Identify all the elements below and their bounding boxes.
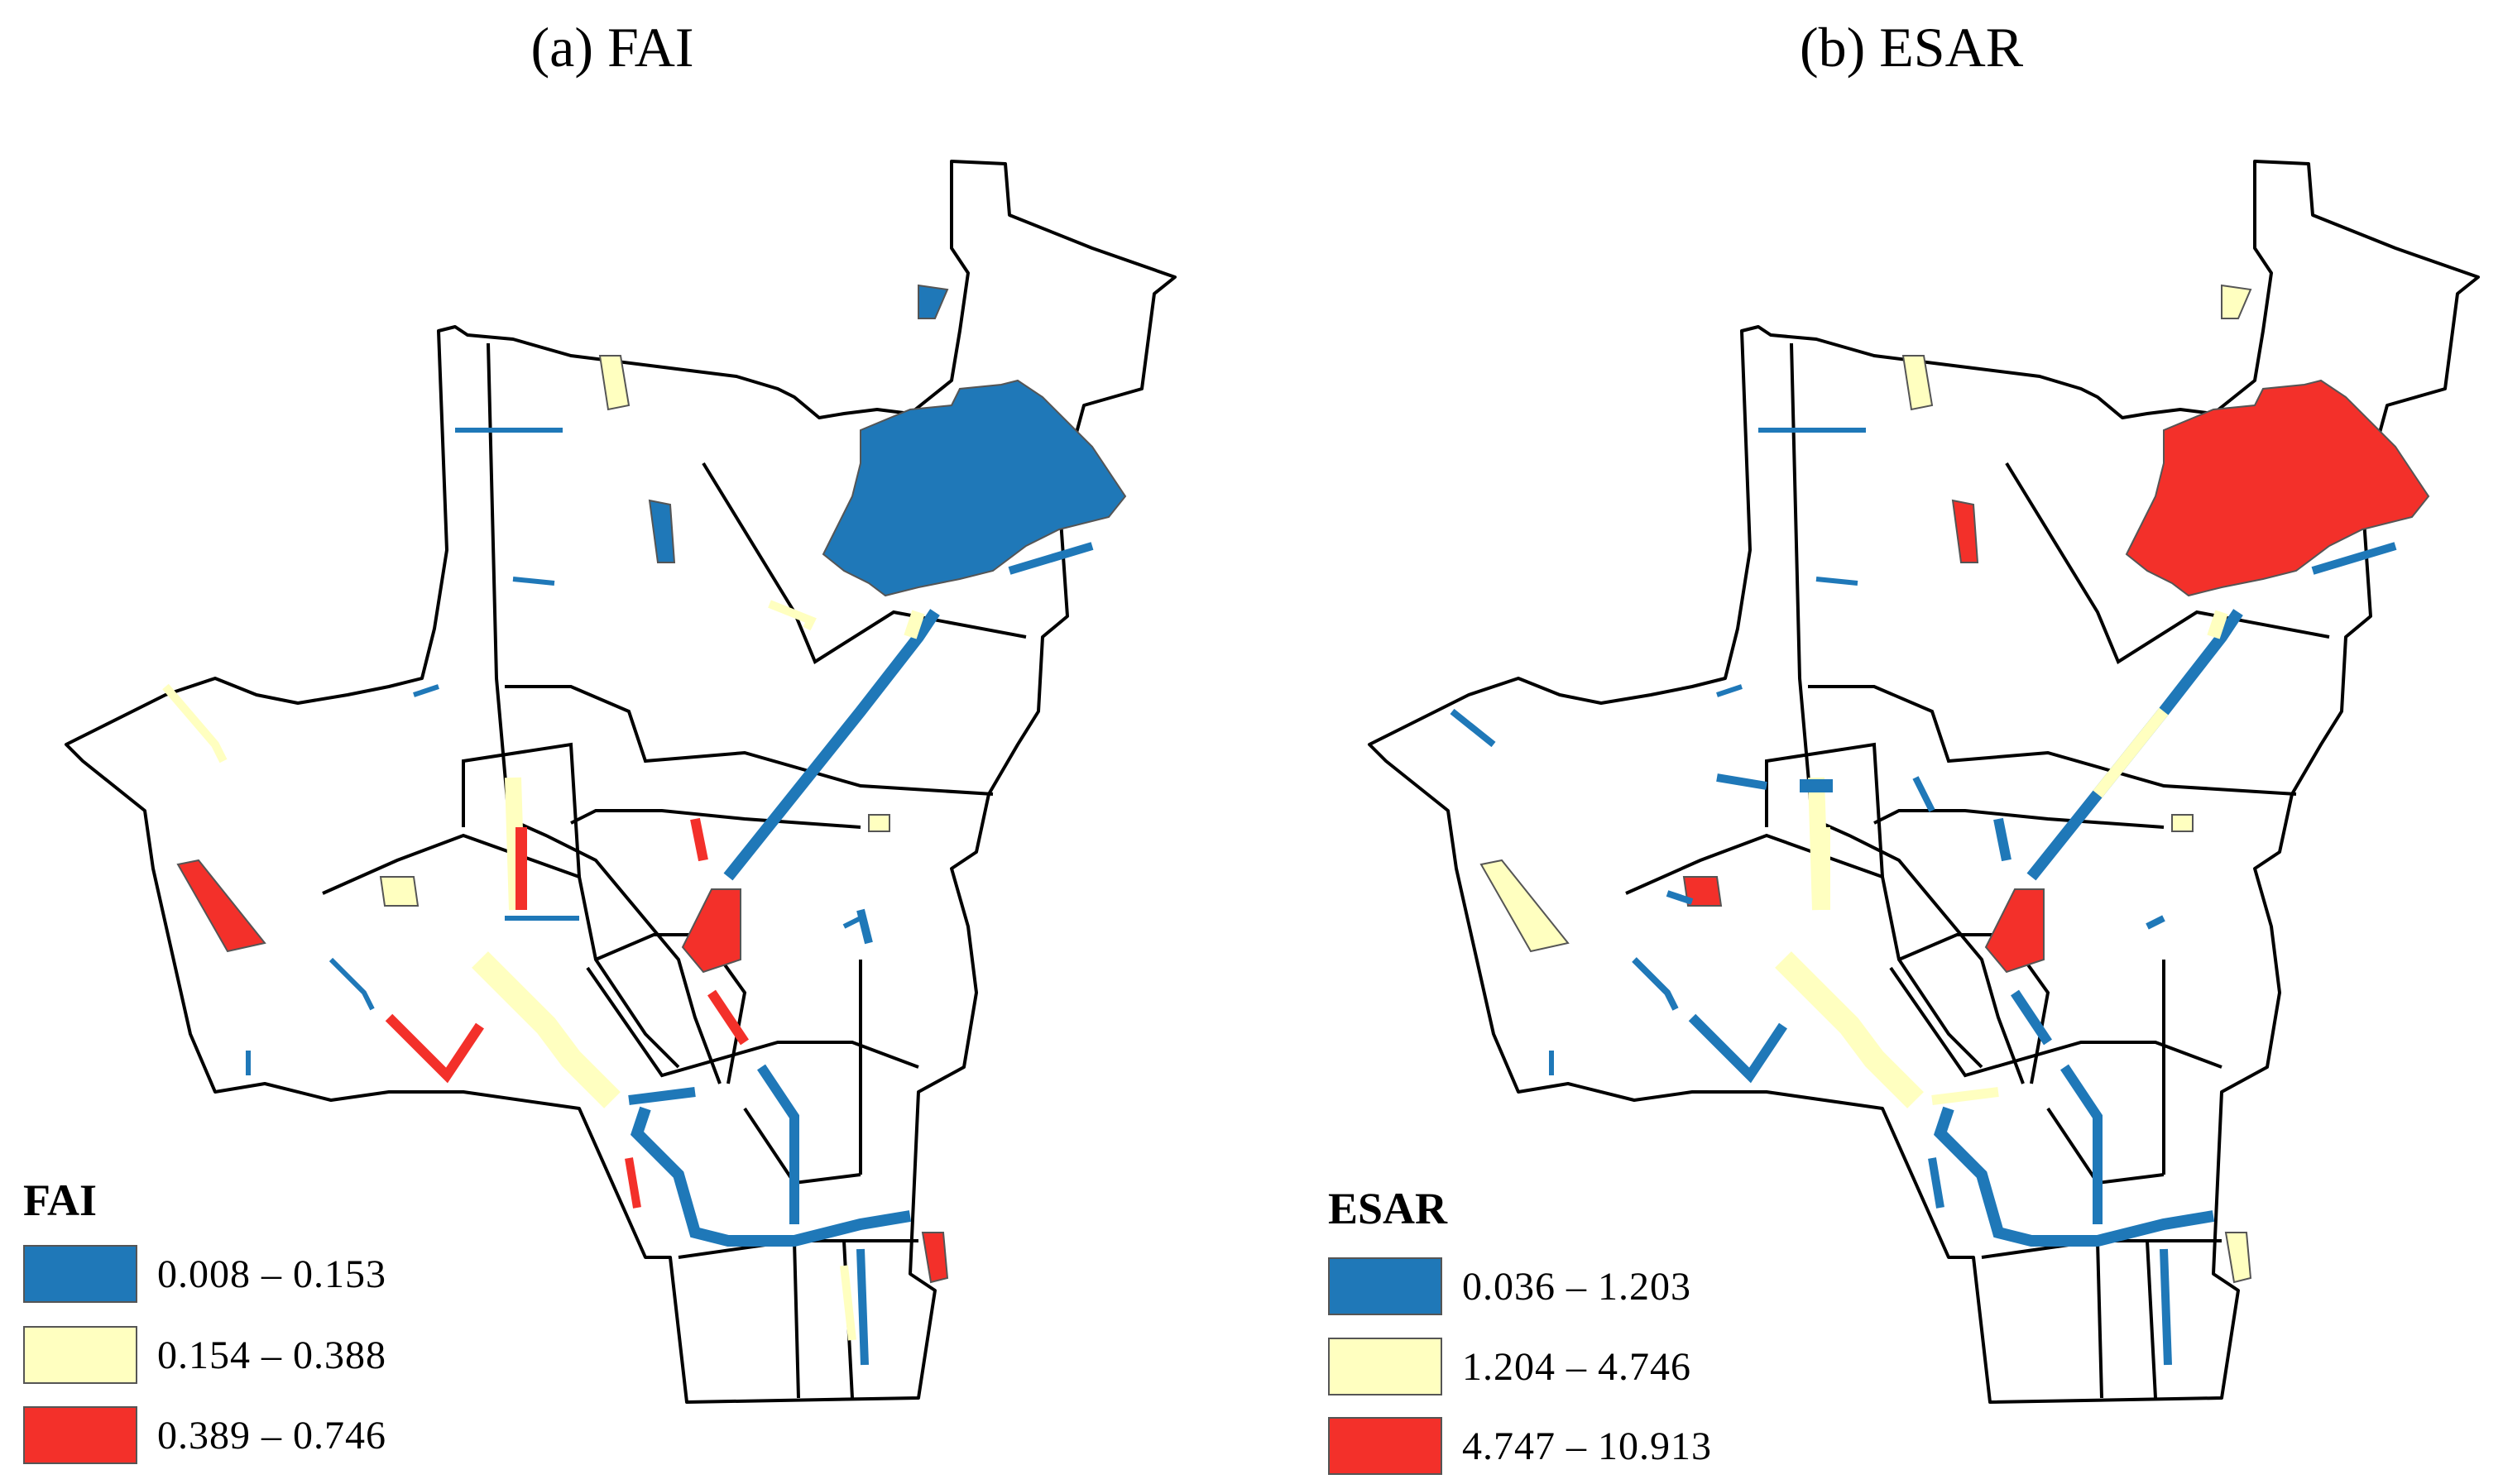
legend-range: 1.204 – 4.746 xyxy=(1462,1344,1691,1389)
legend-a-title: FAI xyxy=(23,1175,97,1225)
legend-b-item-1: 0.036 – 1.203 xyxy=(1328,1257,1691,1315)
legend-swatch-blue xyxy=(23,1245,137,1303)
legend-swatch-blue xyxy=(1328,1257,1442,1315)
map-patch-large xyxy=(822,379,1127,597)
legend-range: 0.389 – 0.746 xyxy=(157,1413,386,1458)
legend-swatch-yellow xyxy=(23,1326,137,1384)
map-patch-southeast xyxy=(921,1232,949,1284)
legend-range: 0.008 – 0.153 xyxy=(157,1252,386,1296)
legend-b-item-3: 4.747 – 10.913 xyxy=(1328,1417,1712,1475)
map-panel-a xyxy=(65,160,1177,1404)
panel-b-title: (b) ESAR xyxy=(1799,16,2024,79)
legend-a-item-3: 0.389 – 0.746 xyxy=(23,1406,386,1464)
legend-range: 0.036 – 1.203 xyxy=(1462,1264,1691,1309)
legend-a-item-2: 0.154 – 0.388 xyxy=(23,1326,386,1384)
panel-a-title: (a) FAI xyxy=(530,16,694,79)
legend-a-item-1: 0.008 – 0.153 xyxy=(23,1245,386,1303)
legend-swatch-red xyxy=(1328,1417,1442,1475)
legend-swatch-red xyxy=(23,1406,137,1464)
map-panel-b xyxy=(1368,160,2480,1404)
legend-swatch-yellow xyxy=(1328,1338,1442,1395)
legend-range: 0.154 – 0.388 xyxy=(157,1333,386,1377)
map-patch-southwest xyxy=(176,859,266,953)
legend-range: 4.747 – 10.913 xyxy=(1462,1424,1712,1468)
map-patch-central xyxy=(681,888,741,974)
legend-b-title: ESAR xyxy=(1328,1184,1448,1233)
legend-b-item-2: 1.204 – 4.746 xyxy=(1328,1338,1691,1395)
